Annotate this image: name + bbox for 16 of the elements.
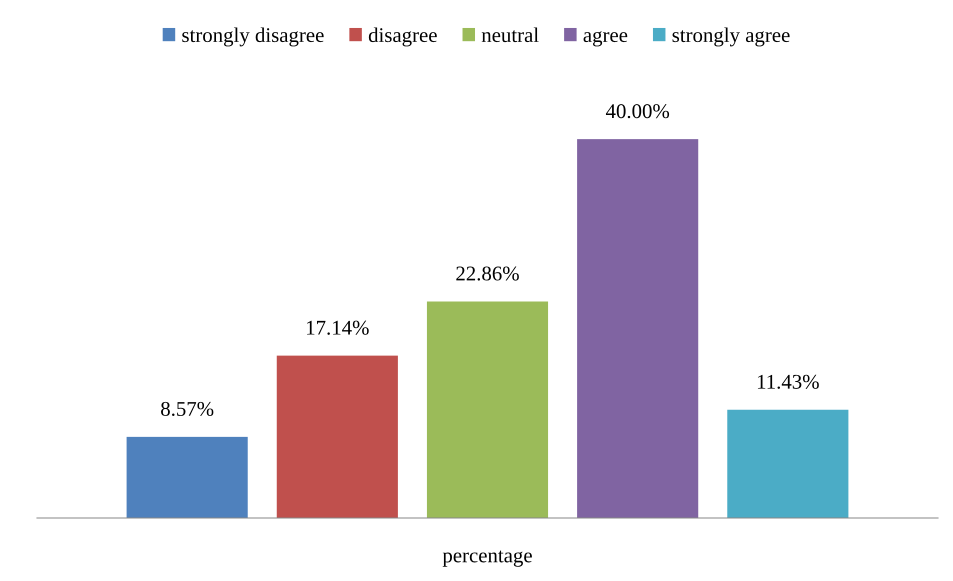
data-label: 40.00%	[606, 104, 670, 118]
data-label: 8.57%	[161, 402, 214, 416]
legend-label: neutral	[482, 27, 539, 42]
legend-label: strongly agree	[672, 27, 790, 46]
bar	[126, 436, 248, 518]
data-label: 17.14%	[307, 320, 369, 335]
data-label: 11.43%	[758, 374, 819, 389]
bar	[577, 139, 698, 518]
legend-label: disagree	[368, 27, 437, 46]
data-label: 22.86%	[456, 266, 519, 281]
bar	[727, 410, 848, 518]
legend-label: strongly disagree	[182, 27, 324, 46]
bar	[276, 356, 398, 518]
bar	[426, 301, 548, 518]
legend-label: agree	[584, 31, 628, 46]
x-axis-title: percentage	[442, 550, 532, 567]
